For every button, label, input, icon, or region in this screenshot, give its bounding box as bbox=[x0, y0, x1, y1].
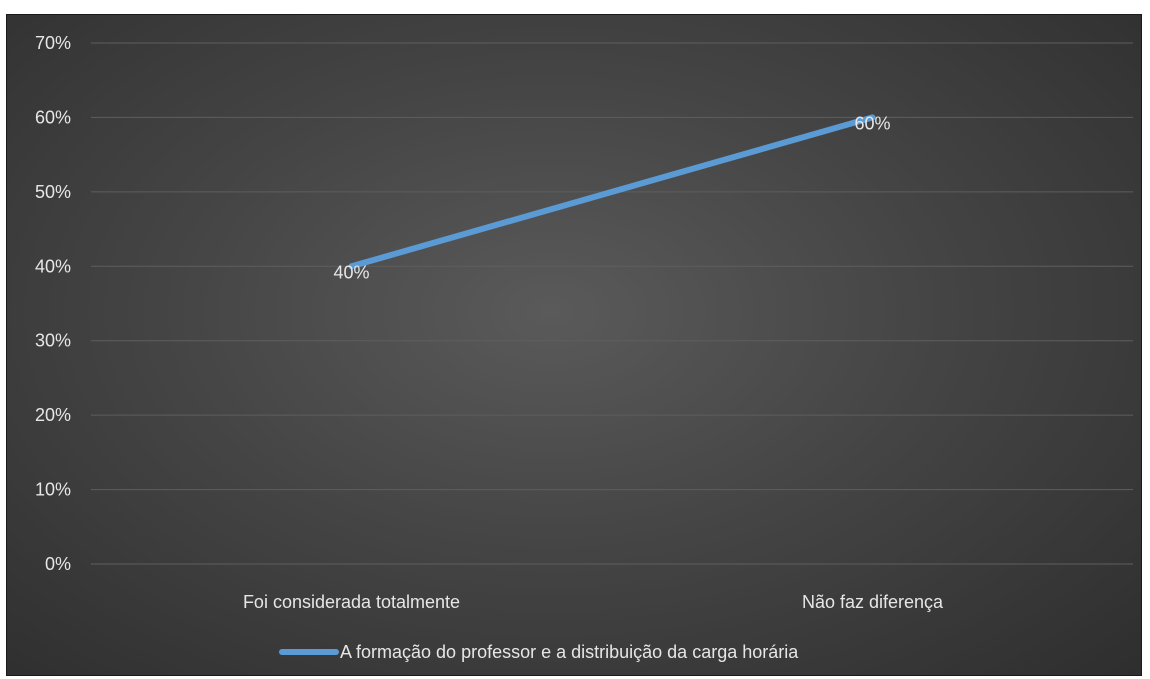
data-label: 60% bbox=[854, 113, 890, 133]
y-tick-label: 70% bbox=[35, 33, 71, 53]
chart-area bbox=[6, 14, 1142, 676]
legend: A formação do professor e a distribuição… bbox=[279, 642, 799, 662]
data-label: 40% bbox=[333, 262, 369, 282]
y-tick-label: 20% bbox=[35, 405, 71, 425]
x-axis: Foi considerada totalmente Não faz difere… bbox=[243, 592, 944, 612]
y-axis: 0% 10% 20% 30% 40% 50% 60% 70% bbox=[35, 33, 71, 574]
y-tick-label: 40% bbox=[35, 256, 71, 276]
data-labels: 40% 60% bbox=[333, 113, 890, 282]
y-tick-label: 10% bbox=[35, 480, 71, 500]
y-tick-label: 0% bbox=[45, 554, 71, 574]
series-layer bbox=[348, 114, 876, 270]
gridlines bbox=[91, 42, 1133, 565]
legend-label: A formação do professor e a distribuição… bbox=[340, 642, 799, 662]
y-tick-label: 50% bbox=[35, 182, 71, 202]
y-tick-label: 60% bbox=[35, 107, 71, 127]
y-tick-label: 30% bbox=[35, 331, 71, 351]
x-tick-label: Não faz diferença bbox=[802, 592, 944, 612]
series-line bbox=[348, 114, 876, 270]
x-tick-label: Foi considerada totalmente bbox=[243, 592, 460, 612]
